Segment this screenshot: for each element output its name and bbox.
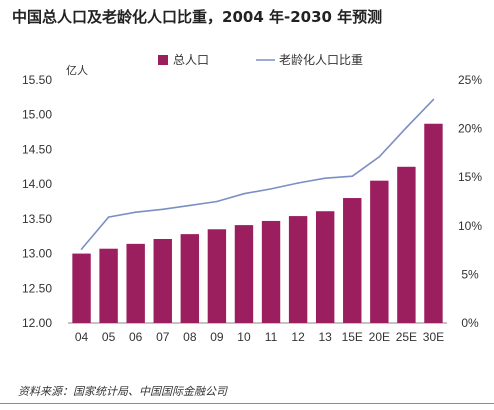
- x-tick-label: 25E: [396, 330, 417, 344]
- x-tick-label: 30E: [423, 330, 444, 344]
- bar: [370, 180, 389, 323]
- left-tick-label: 15.50: [22, 73, 52, 87]
- left-axis-unit: 亿人: [66, 64, 88, 77]
- bar: [397, 166, 416, 323]
- x-tick-label: 06: [129, 330, 143, 344]
- left-tick-label: 12.00: [22, 316, 52, 330]
- x-tick-label: 08: [183, 330, 197, 344]
- axes: 12.00 12.50 13.00 13.50 14.00 14.50 15.00 15.50…: [22, 64, 482, 344]
- line-point: [107, 216, 110, 218]
- line-point: [243, 192, 245, 195]
- bar: [72, 253, 91, 323]
- left-tick-label: 14.00: [22, 177, 52, 191]
- x-tick-label: 05: [102, 330, 116, 344]
- line-point: [189, 204, 191, 207]
- line-point: [324, 177, 326, 179]
- right-tick-label: 25%: [458, 73, 482, 87]
- line-point: [216, 200, 218, 203]
- line-point: [161, 208, 164, 211]
- x-tick-label: 12: [291, 330, 305, 344]
- legend-label-bar: 总人口: [173, 53, 209, 67]
- x-tick-label: 04: [75, 330, 89, 344]
- bar: [343, 198, 362, 323]
- x-tick-label: 13: [318, 330, 332, 344]
- left-tick-label: 13.00: [22, 247, 52, 261]
- legend-label-line: 老龄化人口比重: [279, 53, 363, 67]
- line-point: [378, 155, 381, 158]
- legend-swatch-bar: [158, 55, 168, 65]
- line-point: [351, 175, 354, 178]
- legend: 总人口 老龄化人口比重: [158, 53, 363, 67]
- x-tick-label: 20E: [369, 330, 390, 344]
- bar-series: [72, 123, 443, 324]
- x-tick-label: 15E: [342, 330, 363, 344]
- line-series: [80, 98, 435, 250]
- bar: [234, 225, 254, 323]
- left-tick-label: 12.50: [22, 281, 52, 295]
- bar: [180, 234, 200, 323]
- left-tick-label: 14.50: [22, 142, 52, 156]
- x-tick-label: 10: [237, 330, 251, 344]
- bar: [153, 238, 172, 323]
- line-point: [270, 188, 272, 190]
- source-note: 资料来源：国家统计局、中国国际金融公司: [18, 385, 227, 398]
- line-point: [80, 248, 83, 250]
- bar: [207, 229, 227, 323]
- line-point: [432, 98, 435, 101]
- line-point: [405, 126, 408, 129]
- left-tick-label: 15.00: [22, 108, 52, 122]
- x-tick-label: 11: [265, 330, 278, 344]
- right-tick-label: 20%: [458, 122, 482, 136]
- bar: [261, 220, 281, 323]
- x-tick-label: 07: [156, 330, 170, 344]
- bar: [424, 123, 443, 324]
- line-point: [297, 182, 299, 184]
- x-tick-label: 09: [210, 330, 224, 344]
- bar: [99, 248, 118, 323]
- right-tick-label: 0%: [461, 316, 479, 330]
- bar: [315, 211, 335, 323]
- bottom-divider: [0, 403, 494, 404]
- right-tick-label: 10%: [458, 219, 482, 233]
- left-tick-label: 13.50: [22, 212, 52, 226]
- bar: [126, 243, 145, 323]
- line-point: [134, 211, 137, 213]
- chart-title: 中国总人口及老龄化人口比重，2004 年-2030 年预测: [12, 8, 383, 26]
- bar: [288, 216, 308, 323]
- right-tick-label: 15%: [458, 170, 482, 184]
- line-path: [80, 98, 435, 250]
- right-tick-label: 5%: [461, 267, 479, 281]
